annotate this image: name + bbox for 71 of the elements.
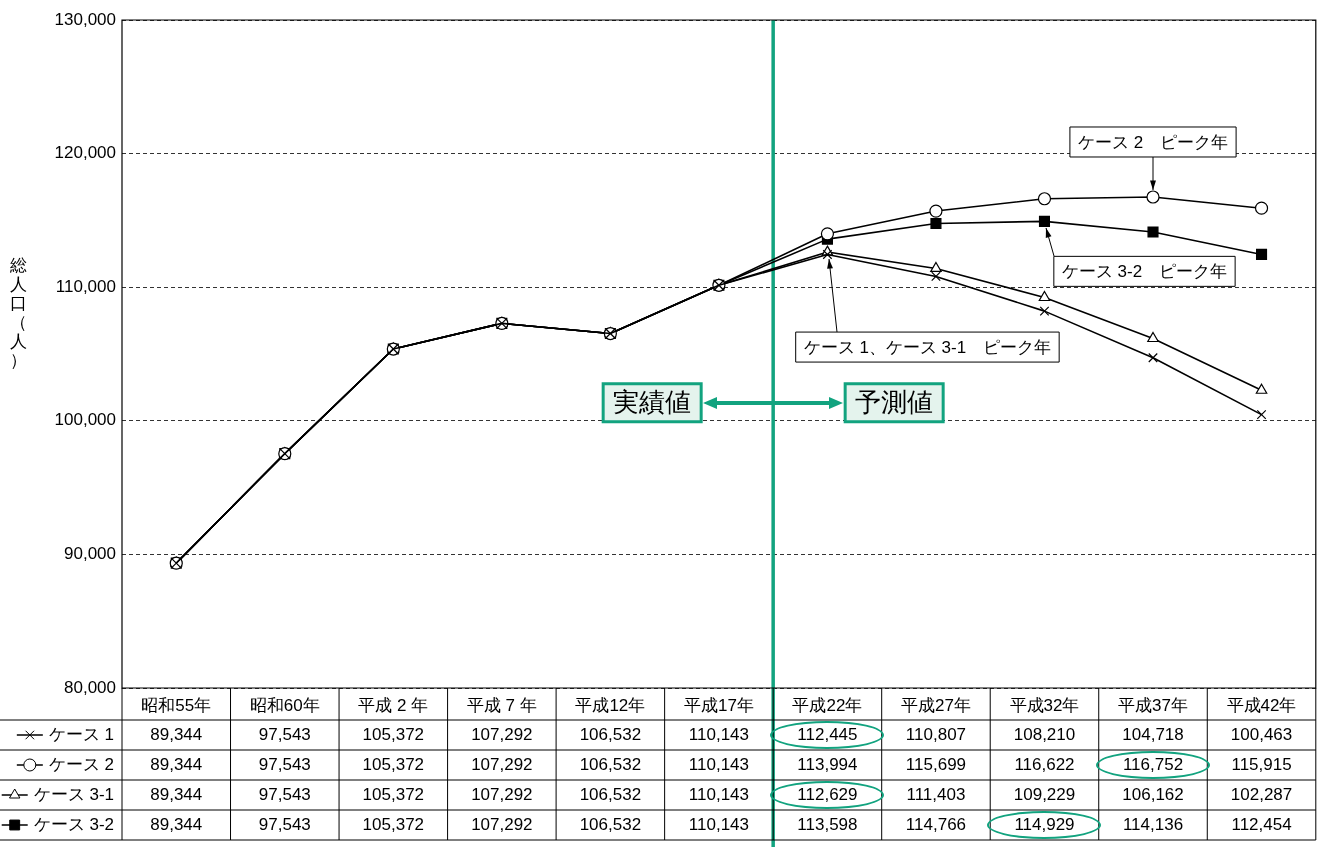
data-label: 108,210 [1013, 724, 1076, 744]
annotation: ケース 3-2 ピーク年 [1061, 262, 1228, 282]
x-tick-label: 平成42年 [1226, 695, 1297, 715]
data-label: 111,403 [906, 784, 966, 804]
data-label: 105,372 [362, 784, 425, 804]
data-label: 115,699 [905, 754, 967, 774]
legend-label: ケース 3-1 [33, 784, 114, 804]
data-label: 97,543 [258, 754, 311, 774]
x-tick-label: 平成17年 [683, 695, 754, 715]
data-label: 106,532 [579, 754, 642, 774]
data-label: 104,718 [1122, 724, 1184, 744]
data-label: 89,344 [150, 754, 203, 774]
data-label: 114,929 [1014, 814, 1075, 834]
y-tick-label: 110,000 [55, 276, 116, 296]
data-label: 110,143 [688, 814, 749, 834]
y-tick-label: 100,000 [54, 410, 116, 430]
data-label: 97,543 [258, 724, 311, 744]
annotation: 予測値 [855, 386, 934, 417]
data-label: 109,229 [1013, 784, 1076, 804]
data-label: 105,372 [362, 754, 425, 774]
y-axis-title: 総人口（人） [8, 256, 27, 371]
legend-label: ケース 1 [48, 724, 114, 744]
data-label: 107,292 [471, 724, 533, 744]
data-label: 110,143 [688, 724, 749, 744]
y-tick-label: 90,000 [64, 544, 116, 564]
data-label: 102,287 [1230, 784, 1293, 804]
annotation: ケース 2 ピーク年 [1077, 132, 1229, 152]
x-tick-label: 平成 2 年 [358, 695, 429, 715]
data-label: 113,598 [797, 814, 858, 834]
data-label: 107,292 [471, 754, 533, 774]
data-label: 107,292 [471, 814, 533, 834]
data-label: 100,463 [1230, 724, 1293, 744]
x-tick-label: 平成22年 [792, 695, 863, 715]
x-tick-label: 平成 7 年 [466, 695, 537, 715]
data-label: 97,543 [258, 784, 311, 804]
legend-label: ケース 3-2 [33, 814, 114, 834]
data-label: 116,622 [1014, 754, 1075, 774]
data-label: 110,807 [905, 724, 967, 744]
y-tick-label: 120,000 [54, 143, 116, 163]
data-label: 105,372 [362, 724, 425, 744]
x-tick-label: 平成37年 [1118, 695, 1188, 715]
data-label: 114,136 [1122, 814, 1184, 834]
x-tick-label: 平成27年 [900, 695, 971, 715]
data-label: 114,766 [905, 814, 967, 834]
data-label: 105,372 [362, 814, 425, 834]
annotation: 実績値 [613, 386, 692, 417]
x-tick-label: 昭和55年 [141, 695, 212, 715]
data-label: 112,629 [797, 784, 858, 804]
data-label: 89,344 [150, 724, 203, 744]
annotation: ケース 1、ケース 3-1 ピーク年 [803, 337, 1052, 357]
x-tick-label: 平成12年 [575, 695, 646, 715]
data-label: 116,752 [1122, 754, 1184, 774]
x-tick-label: 昭和60年 [249, 695, 320, 715]
legend-label: ケース 2 [48, 754, 114, 774]
data-label: 106,532 [579, 724, 642, 744]
data-label: 110,143 [688, 784, 749, 804]
data-label: 110,143 [688, 754, 749, 774]
data-label: 106,162 [1122, 784, 1184, 804]
data-label: 106,532 [579, 814, 642, 834]
y-tick-label: 80,000 [64, 677, 116, 697]
data-label: 89,344 [150, 784, 203, 804]
data-label: 112,454 [1231, 814, 1292, 834]
data-label: 89,344 [150, 814, 203, 834]
data-label: 107,292 [471, 784, 533, 804]
y-tick-label: 130,000 [54, 9, 116, 29]
data-label: 106,532 [579, 784, 642, 804]
data-label: 112,445 [797, 724, 858, 744]
x-tick-label: 平成32年 [1009, 695, 1080, 715]
data-label: 97,543 [258, 814, 311, 834]
data-label: 115,915 [1231, 754, 1292, 774]
data-label: 113,994 [797, 754, 858, 774]
